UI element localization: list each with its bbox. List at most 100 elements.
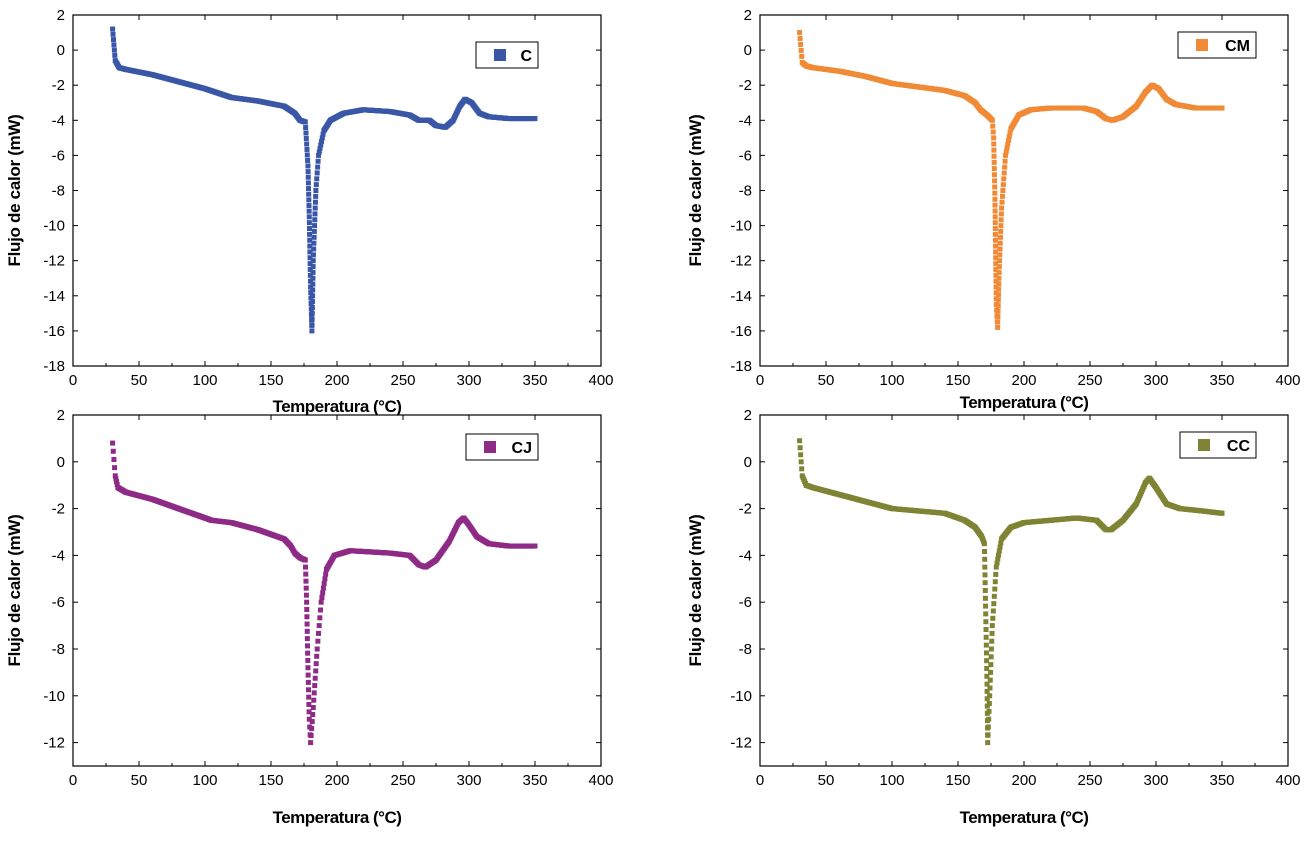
data-point [982,595,988,601]
y-tick-label: -2 [52,77,65,94]
data-point [306,197,312,203]
data-point [987,685,993,691]
x-tick-label: 100 [192,772,217,789]
x-tick-label: 100 [879,772,904,789]
data-point [306,208,312,214]
data-point [114,479,120,485]
x-tick-label: 400 [588,372,613,389]
data-point [307,261,313,267]
x-tick-label: 200 [324,772,349,789]
y-tick-label: -6 [52,594,65,611]
data-point [998,211,1004,217]
x-axis-label: Temperatura (°C) [273,397,402,416]
x-tick-label: 350 [1209,372,1234,389]
data-point [996,264,1002,270]
data-point [992,214,998,220]
data-point [314,653,320,659]
y-tick-label: -18 [730,358,752,375]
y-tick-label: -12 [730,253,752,270]
data-point [992,226,998,232]
y-tick-label: 2 [57,7,65,24]
data-point [990,123,996,129]
legend-marker [494,49,506,61]
data-point [303,578,309,584]
x-tick-label: 400 [588,772,613,789]
data-point [302,119,308,125]
data-point [797,438,803,444]
data-point [310,264,316,270]
data-point [991,135,997,141]
data-point [312,683,318,689]
x-tick-label: 250 [1077,772,1102,789]
data-point [112,52,118,58]
data-point [982,580,988,586]
y-tick-label: -6 [739,147,752,164]
plot-frame [759,14,1289,367]
legend-label: C [520,48,532,65]
data-point [323,571,329,577]
data-point [983,603,989,609]
data-point [312,223,318,229]
y-tick-label: -10 [730,218,752,235]
data-point [983,634,989,640]
x-tick-label: 400 [1275,772,1300,789]
x-tick-label: 250 [1077,372,1102,389]
legend-box [1177,31,1257,59]
data-point [319,135,325,141]
data-point [981,541,987,547]
data-point [991,153,997,159]
data-point [991,593,997,599]
data-point [992,190,998,196]
y-tick-label: 0 [57,42,65,59]
data-point [112,473,118,479]
data-point [304,152,310,158]
data-point [998,540,1004,546]
data-point [1001,170,1007,176]
data-point [313,182,319,188]
data-point [1003,149,1009,155]
data-point [310,269,316,275]
data-point [985,732,991,738]
data-point [996,548,1002,554]
data-point [313,188,319,193]
data-point [310,281,316,287]
x-tick-label: 50 [131,772,148,789]
x-tick-label: 300 [1143,772,1168,789]
data-point [310,705,316,710]
data-point [1219,105,1225,111]
chart-panel-cc: 0 50 100 150 200 250 300 350 400 2 0 -2 -4 -6 -8 -10 -12… [686,407,1301,827]
x-tick-label: 300 [456,372,481,389]
data-point [305,672,311,678]
legend-marker [484,441,496,453]
data-point [320,131,326,137]
data-point [310,712,316,718]
data-point [307,266,313,272]
legend-box [475,41,539,69]
y-tick-label: 2 [744,7,752,24]
data-point [319,138,325,144]
data-point [111,47,117,53]
data-point [304,141,310,147]
data-point [114,482,120,488]
data-point [992,579,998,585]
chart-panel-cm: 0 50 100 150 200 250 300 350 400 2 0 -2 -4 -6 -8 -10 -12… [686,7,1301,412]
data-point [995,292,1001,298]
y-tick-label: -10 [43,218,65,235]
data-point [993,272,999,278]
data-point [992,184,998,190]
data-point [991,166,997,172]
data-point [309,726,315,732]
legend-box [465,433,539,461]
data-series-c [110,26,538,334]
data-point [986,716,992,722]
data-point [989,638,995,644]
y-tick-label: -14 [730,288,752,305]
data-point [303,125,309,131]
x-tick-label: 100 [192,372,217,389]
x-axis-label: Temperatura (°C) [960,808,1089,827]
data-point [996,552,1002,558]
data-point [305,180,311,186]
data-point [305,679,311,685]
data-point [306,709,312,715]
data-point [997,240,1003,246]
